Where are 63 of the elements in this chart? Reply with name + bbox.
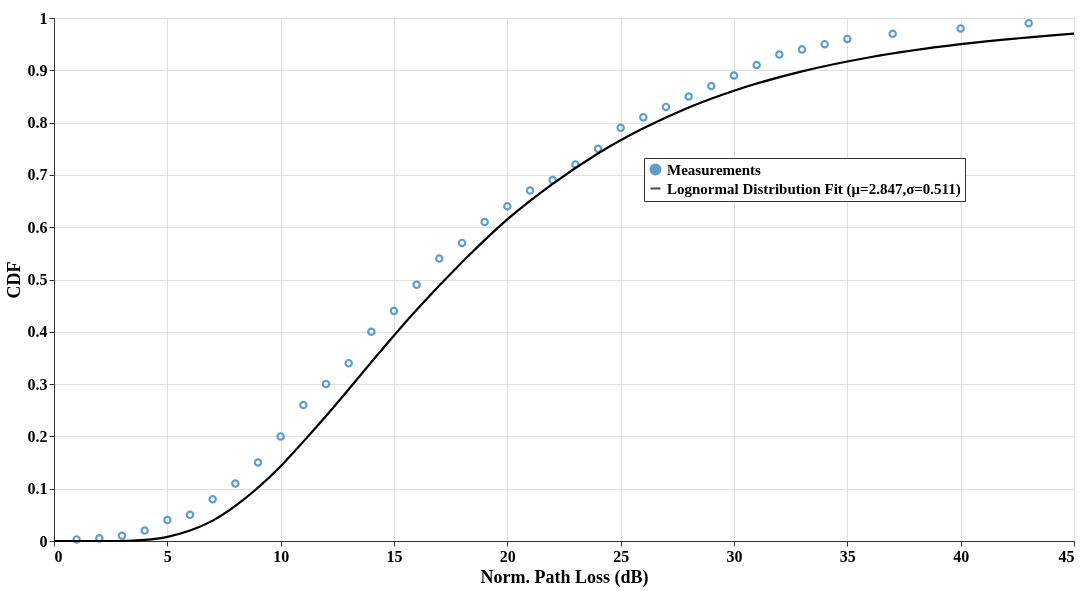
point [231, 479, 240, 488]
point [820, 39, 829, 49]
point [843, 34, 852, 44]
point [729, 71, 739, 80]
point [140, 526, 149, 535]
point [276, 432, 285, 441]
x-tick-label: 45 [1058, 547, 1075, 565]
point [525, 186, 535, 195]
point [208, 494, 217, 504]
y-tick-label: 0.2 [27, 427, 48, 445]
y-tick-label: 0.5 [27, 271, 48, 288]
x-tick-label: 30 [726, 547, 743, 565]
x-axis-title: Norm. Path Loss (dB) [480, 566, 649, 588]
x-tick-label: 0 [54, 547, 63, 565]
y-tick-label: 0.8 [27, 114, 48, 132]
y-tick-label: 0.6 [27, 218, 48, 236]
point [684, 92, 693, 101]
point [639, 113, 648, 122]
point [888, 29, 897, 38]
y-tick-label: 0.7 [27, 166, 48, 184]
point [548, 175, 557, 185]
legend-label: Measurements [667, 161, 762, 178]
point [72, 535, 81, 544]
y-tick-label: 0 [39, 532, 48, 550]
x-tick-label: 40 [953, 547, 970, 565]
x-tick-label: 25 [613, 547, 630, 565]
point [344, 358, 353, 368]
point [435, 254, 444, 263]
x-tick-label: 5 [163, 547, 172, 565]
point [503, 202, 512, 211]
point [616, 123, 625, 133]
point [95, 534, 104, 543]
y-tick-label: 0.4 [27, 323, 48, 341]
y-tick-label: 0.9 [27, 61, 48, 79]
x-tick-label: 10 [273, 547, 290, 565]
point [571, 160, 580, 169]
point [117, 531, 127, 541]
y-axis-title: CDF [3, 261, 24, 299]
legend-label: Lognormal Distribution Fit (μ=2.847,σ=0.511) [667, 180, 961, 198]
point [367, 327, 376, 337]
y-tick-label: 0.1 [27, 480, 48, 498]
point [1024, 18, 1033, 28]
x-tick-label: 20 [499, 547, 516, 565]
point [480, 217, 489, 227]
point [163, 515, 172, 525]
point [299, 400, 308, 410]
x-tick-label: 15 [386, 547, 403, 565]
point [797, 45, 807, 54]
point [775, 50, 784, 59]
x-tick-label: 35 [839, 547, 856, 565]
point [185, 510, 195, 520]
point [253, 458, 263, 467]
y-tick-label: 1 [39, 9, 48, 27]
point [321, 379, 331, 389]
y-tick-label: 0.3 [27, 375, 48, 393]
point [593, 144, 603, 154]
point [956, 24, 965, 33]
point [457, 238, 467, 248]
point [752, 60, 761, 70]
point [389, 306, 399, 316]
point [661, 102, 671, 112]
point [412, 280, 421, 289]
point [707, 81, 716, 91]
